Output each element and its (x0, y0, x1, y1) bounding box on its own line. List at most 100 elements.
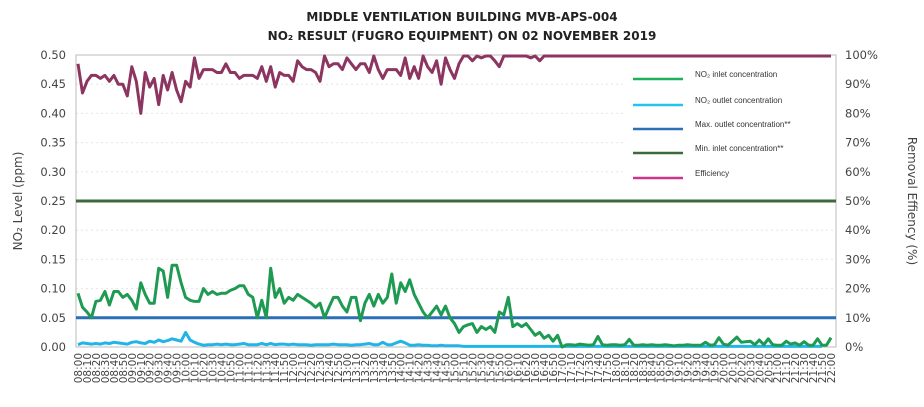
x-tick-label: 11:10 (243, 353, 255, 383)
x-tick-label: 21:10 (781, 353, 793, 383)
y2-tick-label: 80% (845, 106, 871, 120)
x-tick-label: 10:50 (225, 353, 237, 383)
x-tick-label: 10:40 (216, 353, 228, 383)
x-tick-label: 16:50 (548, 353, 560, 383)
x-tick-label: 12:50 (333, 353, 345, 383)
x-tick-label: 17:40 (593, 353, 605, 383)
x-tick-label: 13:20 (360, 353, 372, 383)
x-tick-label: 11:30 (261, 353, 273, 383)
y-tick-label: 0.05 (40, 311, 66, 325)
y2-tick-label: 20% (845, 282, 871, 296)
x-tick-label: 21:50 (817, 353, 829, 383)
x-tick-label: 10:00 (181, 353, 193, 383)
y2-axis-ticks: 0% 10% 20% 30% 40% 50% 60% 70% 80% 90% 100% (845, 48, 878, 354)
y-tick-label: 0.30 (40, 165, 66, 179)
x-tick-label: 15:40 (485, 353, 497, 383)
x-tick-label: 12:20 (306, 353, 318, 383)
x-tick-label: 09:20 (145, 353, 157, 383)
chart-subtitle: NO₂ RESULT (FUGRO EQUIPMENT) ON 02 NOVEM… (268, 29, 657, 43)
x-tick-label: 16:20 (521, 353, 533, 383)
x-tick-label: 16:00 (503, 353, 515, 383)
y2-tick-label: 60% (845, 165, 871, 179)
y2-tick-label: 70% (845, 136, 871, 150)
x-tick-label: 10:20 (199, 353, 211, 383)
x-tick-label: 13:00 (342, 353, 354, 383)
x-tick-label: 10:10 (190, 353, 202, 383)
chart-title: MIDDLE VENTILATION BUILDING MVB-APS-004 (306, 10, 617, 24)
y2-tick-label: 50% (845, 194, 871, 208)
y2-tick-label: 30% (845, 252, 871, 266)
x-tick-label: 20:40 (754, 353, 766, 383)
x-tick-label: 18:30 (638, 353, 650, 383)
legend-label: NO₂ outlet concentration (695, 96, 782, 105)
y-tick-label: 0.25 (40, 194, 66, 208)
x-tick-label: 09:10 (136, 353, 148, 383)
x-tick-label: 22:00 (826, 353, 838, 383)
x-tick-label: 19:00 (665, 353, 677, 383)
y-tick-label: 0.20 (40, 223, 66, 237)
x-tick-label: 21:20 (790, 353, 802, 383)
x-tick-label: 21:40 (808, 353, 820, 383)
x-tick-label: 14:30 (423, 353, 435, 383)
x-tick-label: 08:00 (73, 353, 85, 383)
y-tick-label: 0.35 (40, 136, 66, 150)
x-tick-label: 12:30 (315, 353, 327, 383)
y-tick-label: 0.15 (40, 252, 66, 266)
y-tick-label: 0.45 (40, 77, 66, 91)
x-tick-label: 08:40 (109, 353, 121, 383)
x-tick-label: 17:00 (557, 353, 569, 383)
x-tick-label: 13:50 (387, 353, 399, 383)
x-tick-label: 18:20 (629, 353, 641, 383)
x-tick-label: 20:50 (763, 353, 775, 383)
legend-label: NO₂ inlet concentration (695, 70, 777, 79)
y2-tick-label: 0% (845, 340, 863, 354)
x-tick-label: 16:10 (512, 353, 524, 383)
x-tick-label: 08:30 (100, 353, 112, 383)
x-tick-label: 19:30 (692, 353, 704, 383)
x-tick-label: 21:00 (772, 353, 784, 383)
x-tick-label: 17:50 (602, 353, 614, 383)
x-tick-label: 08:20 (91, 353, 103, 383)
x-tick-label: 15:00 (450, 353, 462, 383)
x-tick-label: 14:00 (396, 353, 408, 383)
legend-box (624, 64, 834, 189)
x-tick-label: 15:50 (494, 353, 506, 383)
y2-tick-label: 40% (845, 223, 871, 237)
legend-label: Max. outlet concentration** (695, 120, 791, 129)
series-line-0 (76, 263, 833, 349)
y2-axis-label: Removal Effiency (%) (905, 137, 919, 265)
x-tick-label: 15:10 (458, 353, 470, 383)
x-tick-label: 20:10 (727, 353, 739, 383)
x-tick-label: 08:10 (82, 353, 94, 383)
legend-label: Min. inlet concentration** (695, 144, 784, 153)
y-tick-label: 0.50 (40, 48, 66, 62)
x-axis-ticks: 08:0008:1008:2008:3008:4008:5009:0009:10… (73, 353, 838, 383)
x-tick-label: 11:20 (252, 353, 264, 383)
series-lines (76, 54, 836, 349)
x-tick-label: 18:40 (647, 353, 659, 383)
x-tick-label: 19:10 (674, 353, 686, 383)
x-tick-label: 09:30 (154, 353, 166, 383)
y-axis-label: NO₂ Level (ppm) (11, 152, 25, 251)
x-tick-label: 17:10 (566, 353, 578, 383)
x-tick-label: 19:40 (701, 353, 713, 383)
x-tick-label: 13:40 (378, 353, 390, 383)
y2-tick-label: 10% (845, 311, 871, 325)
x-tick-label: 17:30 (584, 353, 596, 383)
x-tick-label: 14:40 (432, 353, 444, 383)
x-tick-label: 21:30 (799, 353, 811, 383)
x-tick-label: 17:20 (575, 353, 587, 383)
x-tick-label: 16:40 (539, 353, 551, 383)
y-tick-label: 0.40 (40, 106, 66, 120)
x-tick-label: 15:30 (476, 353, 488, 383)
x-tick-label: 19:20 (683, 353, 695, 383)
x-tick-label: 18:00 (611, 353, 623, 383)
legend: NO₂ inlet concentration NO₂ outlet concen… (624, 64, 834, 189)
x-tick-label: 08:50 (118, 353, 130, 383)
x-tick-label: 09:50 (172, 353, 184, 383)
x-tick-label: 11:50 (279, 353, 291, 383)
x-tick-label: 19:50 (709, 353, 721, 383)
x-tick-label: 14:50 (441, 353, 453, 383)
y2-tick-label: 90% (845, 77, 871, 91)
